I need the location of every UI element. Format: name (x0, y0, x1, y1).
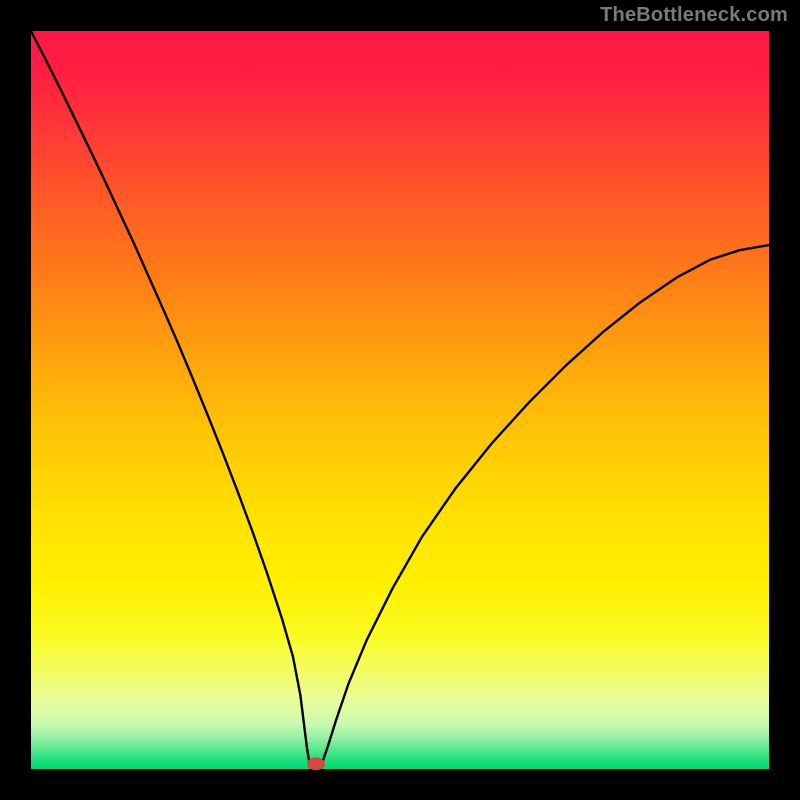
plot-background (31, 31, 769, 769)
minimum-marker (307, 757, 325, 770)
stage: TheBottleneck.com (0, 0, 800, 800)
chart-svg (0, 0, 800, 800)
